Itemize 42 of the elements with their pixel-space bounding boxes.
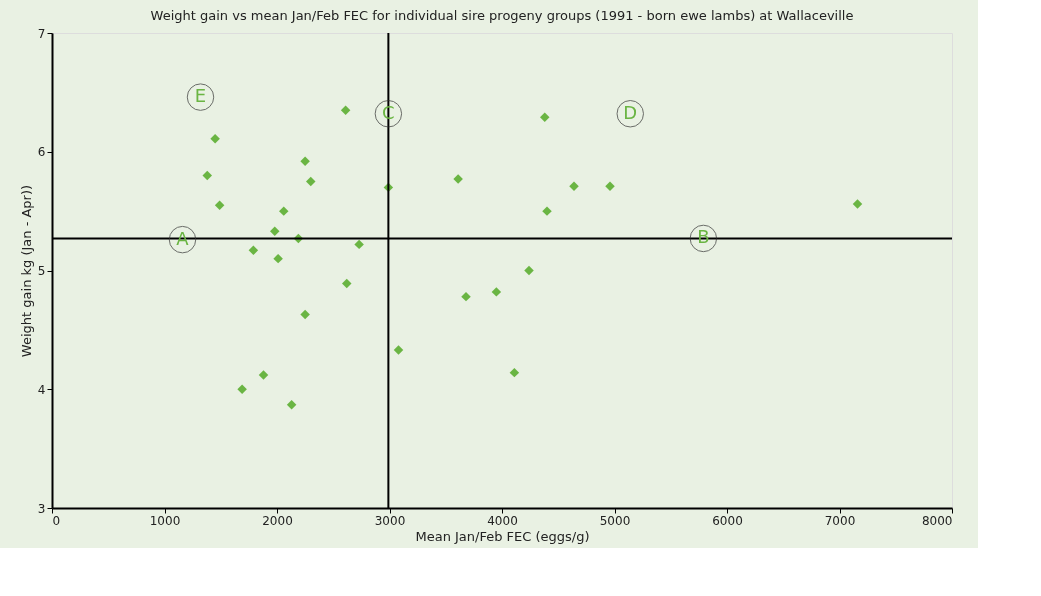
point	[248, 245, 259, 256]
annotation: D	[623, 101, 638, 123]
x-tick-label: 8000	[921, 513, 953, 528]
point	[524, 265, 534, 276]
point	[270, 226, 280, 237]
x-tick-label: 3000	[374, 513, 406, 528]
y-axis-title: Weight gain kg (Jan - Apr))	[18, 184, 34, 358]
point	[202, 170, 212, 181]
y-tick-label: 5	[37, 264, 46, 278]
point	[279, 206, 289, 216]
point	[273, 253, 283, 264]
point	[210, 133, 220, 144]
x-tick-label: 4000	[487, 513, 518, 528]
point	[258, 370, 269, 380]
point	[852, 199, 863, 209]
point	[286, 399, 297, 410]
x-tick-label: 6000	[712, 513, 743, 528]
point	[461, 291, 471, 302]
point	[491, 287, 502, 297]
point	[354, 239, 364, 250]
chart-title: Weight gain vs mean Jan/Feb FEC for individual sire progeny groups (1991 - born ewe lambs) at Wallaceville	[150, 8, 854, 23]
x-tick-label: 0	[52, 513, 61, 528]
point	[393, 345, 404, 355]
x-tick-label: 5000	[599, 513, 631, 528]
point	[306, 176, 316, 187]
x-axis-title: Mean Jan/Feb FEC (eggs/g)	[415, 528, 590, 544]
x-tick-label: 1000	[149, 513, 181, 528]
y-tick-label: 6	[37, 145, 46, 160]
point	[300, 156, 310, 166]
y-tick-label: 3	[37, 501, 46, 516]
point	[237, 384, 247, 394]
point	[214, 200, 225, 210]
point	[300, 309, 310, 320]
point	[540, 112, 550, 123]
x-tick-label: 7000	[824, 513, 856, 528]
y-tick-label: 7	[37, 26, 46, 41]
x-tick-label: 2000	[262, 513, 293, 528]
point	[509, 367, 520, 378]
point	[342, 278, 352, 289]
point	[340, 105, 351, 115]
annotation: E	[194, 85, 207, 107]
y-tick-label: 4	[37, 382, 46, 397]
